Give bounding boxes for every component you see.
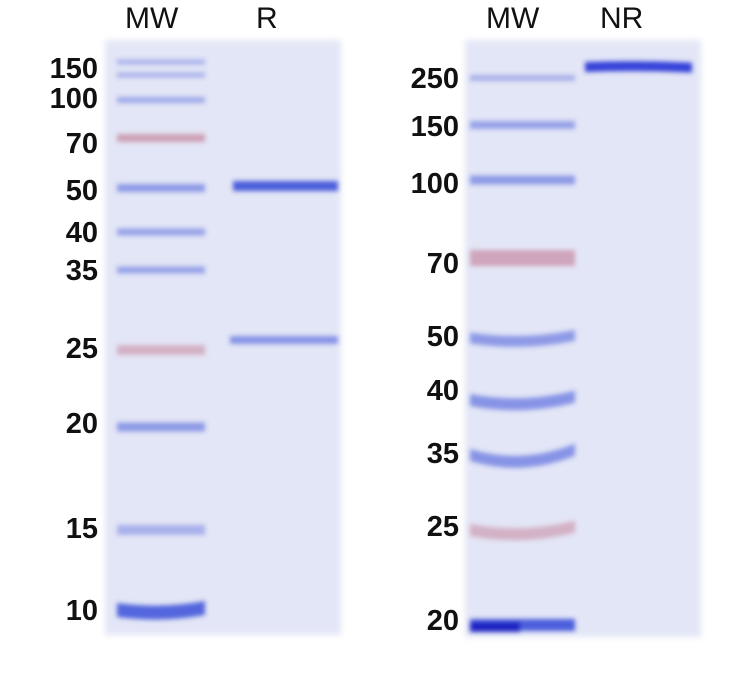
left-marker-20: 20	[65, 408, 98, 440]
right-ladder-band	[470, 443, 575, 468]
left-marker-40: 40	[65, 217, 98, 249]
left-ladder-band	[117, 228, 205, 236]
left-ladder-band	[117, 525, 205, 535]
nr-lane-band-intact-igg	[585, 61, 692, 73]
right-ladder-band-dark	[470, 622, 520, 632]
left-marker-10: 10	[65, 595, 98, 627]
left-ladder-band	[117, 97, 205, 103]
right-ladder-band	[470, 75, 575, 81]
left-marker-25: 25	[65, 333, 98, 365]
left-ladder-band	[117, 266, 205, 274]
right-ladder-band	[470, 250, 575, 266]
right-marker-35: 35	[426, 438, 459, 470]
right-marker-25: 25	[426, 511, 459, 543]
left-ladder-band	[117, 422, 205, 432]
right-marker-40: 40	[426, 375, 459, 407]
left-marker-35: 35	[65, 255, 98, 287]
lane-label-mw-left: MW	[125, 2, 179, 35]
left-ladder-band	[117, 134, 205, 142]
lane-label-mw-right: MW	[486, 2, 540, 35]
left-ladder-band	[117, 184, 205, 192]
left-ladder-band	[117, 59, 205, 65]
right-ladder-band	[470, 121, 575, 129]
right-ladder-band	[470, 175, 575, 185]
right-ladder-band	[470, 329, 575, 347]
right-marker-250: 250	[410, 63, 459, 95]
r-lane-band-light-chain	[230, 336, 338, 344]
left-marker-150: 150	[49, 53, 98, 85]
left-ladder-band	[117, 345, 205, 355]
lane-label-r: R	[256, 2, 278, 35]
left-marker-100: 100	[49, 83, 98, 115]
left-marker-15: 15	[65, 513, 98, 545]
left-ladder-band	[117, 601, 205, 620]
right-marker-150: 150	[410, 111, 459, 143]
right-ladder-band	[470, 520, 575, 541]
left-marker-70: 70	[65, 128, 98, 160]
lane-label-nr: NR	[600, 2, 644, 35]
left-ladder-band	[117, 72, 205, 78]
right-ladder-band	[470, 390, 575, 411]
right-marker-20: 20	[426, 605, 459, 637]
right-marker-50: 50	[426, 321, 459, 353]
right-marker-70: 70	[426, 248, 459, 280]
right-marker-100: 100	[410, 168, 459, 200]
left-marker-50: 50	[65, 175, 98, 207]
r-lane-band-heavy-chain	[233, 181, 338, 191]
